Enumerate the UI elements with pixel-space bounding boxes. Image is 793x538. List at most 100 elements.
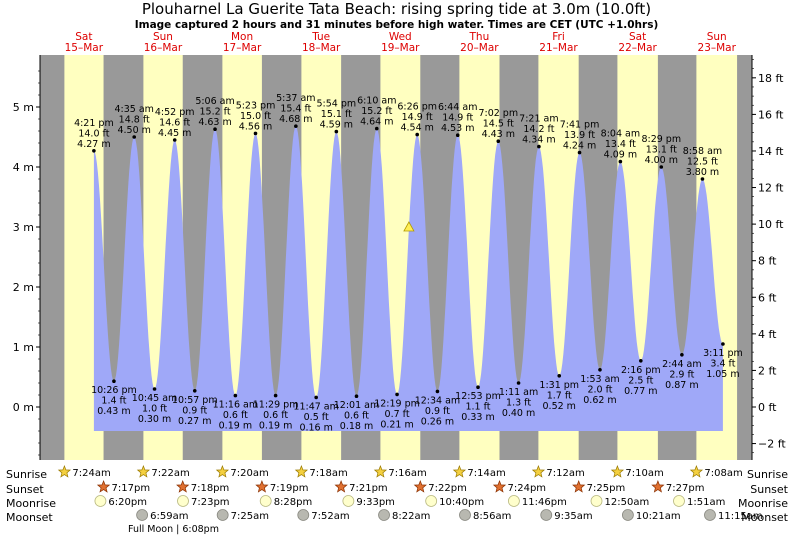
moonrise-icon	[259, 495, 272, 507]
day-name: Sat	[75, 31, 92, 43]
sunset-time: 7:21pm	[349, 483, 388, 494]
right-tick-label: −2 ft	[758, 438, 786, 451]
sunrise-icon	[136, 465, 151, 478]
sunset-icon	[572, 480, 586, 493]
day-date: 22–Mar	[618, 42, 657, 54]
low-tide-point	[354, 394, 359, 399]
moonset-time: 8:22am	[392, 511, 430, 522]
right-tick-label: 10 ft	[758, 218, 784, 231]
high-tide-label: 4.50 m	[117, 125, 150, 136]
moonrise-icon	[508, 495, 520, 507]
moonset-time: 10:21am	[636, 511, 681, 522]
low-tide-label: 10:57 pm	[172, 395, 218, 406]
chart-header: Plouharnel La Guerite Tata Beach: rising…	[135, 0, 659, 31]
high-tide-label: 4.54 m	[400, 123, 433, 134]
left-tick-label: 1 m	[13, 341, 34, 354]
tide-area	[93, 126, 723, 431]
low-tide-label: 0.40 m	[502, 408, 535, 419]
low-tide-label: 2:44 am	[662, 359, 701, 370]
right-tick-label: 4 ft	[758, 328, 777, 341]
low-tide-label: 1.3 ft	[506, 398, 531, 409]
tide-curve	[93, 126, 723, 431]
high-tide-point	[415, 132, 419, 137]
low-tide-label: 10:26 pm	[91, 385, 137, 396]
high-tide-label: 7:21 am	[519, 114, 558, 125]
low-tide-label: 1:53 am	[580, 374, 619, 385]
low-tide-point	[152, 387, 157, 391]
day-date: 19–Mar	[381, 42, 420, 54]
low-tide-label: 0.52 m	[543, 401, 576, 412]
low-tide-label: 0.9 ft	[182, 405, 207, 416]
high-tide-point	[537, 144, 541, 149]
low-tide-label: 0.33 m	[461, 412, 494, 423]
high-tide-label: 15.1 ft	[321, 109, 352, 120]
sunset-icon	[413, 480, 427, 493]
sunset-icon	[492, 480, 507, 493]
sunset-time: 7:22pm	[428, 483, 467, 494]
moonrise-time: 7:23pm	[191, 497, 230, 508]
high-tide-label: 15.0 ft	[240, 111, 271, 122]
high-tide-label: 5:06 am	[195, 96, 234, 107]
low-tide-label: 0.26 m	[421, 416, 454, 427]
low-tide-label: 1.05 m	[706, 369, 739, 380]
moonrise-icon	[342, 495, 355, 507]
high-tide-label: 4.43 m	[482, 129, 515, 140]
high-tide-label: 7:02 pm	[478, 108, 518, 119]
high-tide-label: 14.6 ft	[159, 118, 190, 129]
low-tide-point	[721, 342, 725, 346]
low-tide-label: 0.43 m	[97, 406, 130, 417]
high-tide-label: 4.24 m	[563, 141, 596, 152]
high-tide-label: 4:21 pm	[74, 118, 114, 129]
right-tick-label: 6 ft	[758, 291, 777, 304]
moonset-icon	[136, 509, 149, 521]
low-tide-label: 0.21 m	[380, 419, 413, 430]
low-tide-label: 12:19 pm	[374, 398, 420, 409]
high-tide-label: 4.00 m	[645, 155, 678, 166]
chart-subtitle: Image captured 2 hours and 31 minutes be…	[135, 19, 659, 31]
moonset-time: 11:15am	[718, 511, 763, 522]
right-tick-label: 8 ft	[758, 255, 777, 268]
high-tide-label: 4.09 m	[604, 150, 637, 161]
low-tide-label: 0.16 m	[299, 422, 332, 433]
day-name: Mon	[231, 31, 253, 43]
day-name: Tue	[311, 31, 330, 43]
high-tide-label: 4.56 m	[239, 121, 272, 132]
low-tide-label: 0.6 ft	[263, 410, 288, 421]
low-tide-label: 2.9 ft	[669, 369, 694, 380]
low-tide-label: 0.5 ft	[304, 412, 329, 423]
high-tide-label: 8:04 am	[601, 129, 640, 140]
high-tide-label: 4.59 m	[320, 120, 353, 131]
low-tide-label: 1.0 ft	[142, 404, 167, 415]
low-tide-label: 1.7 ft	[547, 390, 572, 401]
high-tide-point	[374, 126, 379, 131]
sunset-row-label-right: Sunset	[750, 483, 788, 496]
low-tide-label: 1:11 am	[499, 387, 538, 398]
day-labels: Sat15–MarSun16–MarMon17–MarTue18–MarWed1…	[65, 31, 737, 54]
full-moon-note: Full Moon | 6:08pm	[128, 524, 219, 535]
moonset-row-label-right: Moonset	[741, 511, 788, 524]
sunset-icon	[255, 480, 269, 493]
moonrise-icon	[177, 495, 189, 507]
low-tide-label: 0.77 m	[624, 386, 657, 397]
moonrise-row-label-left: Moonrise	[6, 497, 56, 510]
day-name: Sun	[707, 31, 727, 43]
high-tide-label: 4:52 pm	[155, 107, 195, 118]
moonrise-icon	[425, 495, 438, 507]
low-tide-label: 11:16 am	[213, 400, 258, 411]
low-tide-point	[598, 368, 602, 372]
low-tide-point	[639, 359, 643, 363]
day-date: 15–Mar	[65, 42, 104, 54]
left-tick-label: 5 m	[13, 101, 34, 114]
low-tide-point	[516, 381, 521, 385]
sunset-time: 7:25pm	[587, 483, 626, 494]
sunrise-time: 7:24am	[72, 468, 110, 479]
current-tide-marker	[403, 221, 415, 232]
low-tide-label: 0.30 m	[138, 414, 171, 425]
sunset-time: 7:19pm	[270, 483, 309, 494]
high-tide-label: 13.4 ft	[605, 139, 636, 150]
high-tide-label: 13.9 ft	[564, 130, 595, 141]
low-tide-label: 0.27 m	[178, 416, 211, 427]
day-name: Wed	[389, 31, 412, 43]
high-tide-label: 14.9 ft	[442, 113, 473, 124]
